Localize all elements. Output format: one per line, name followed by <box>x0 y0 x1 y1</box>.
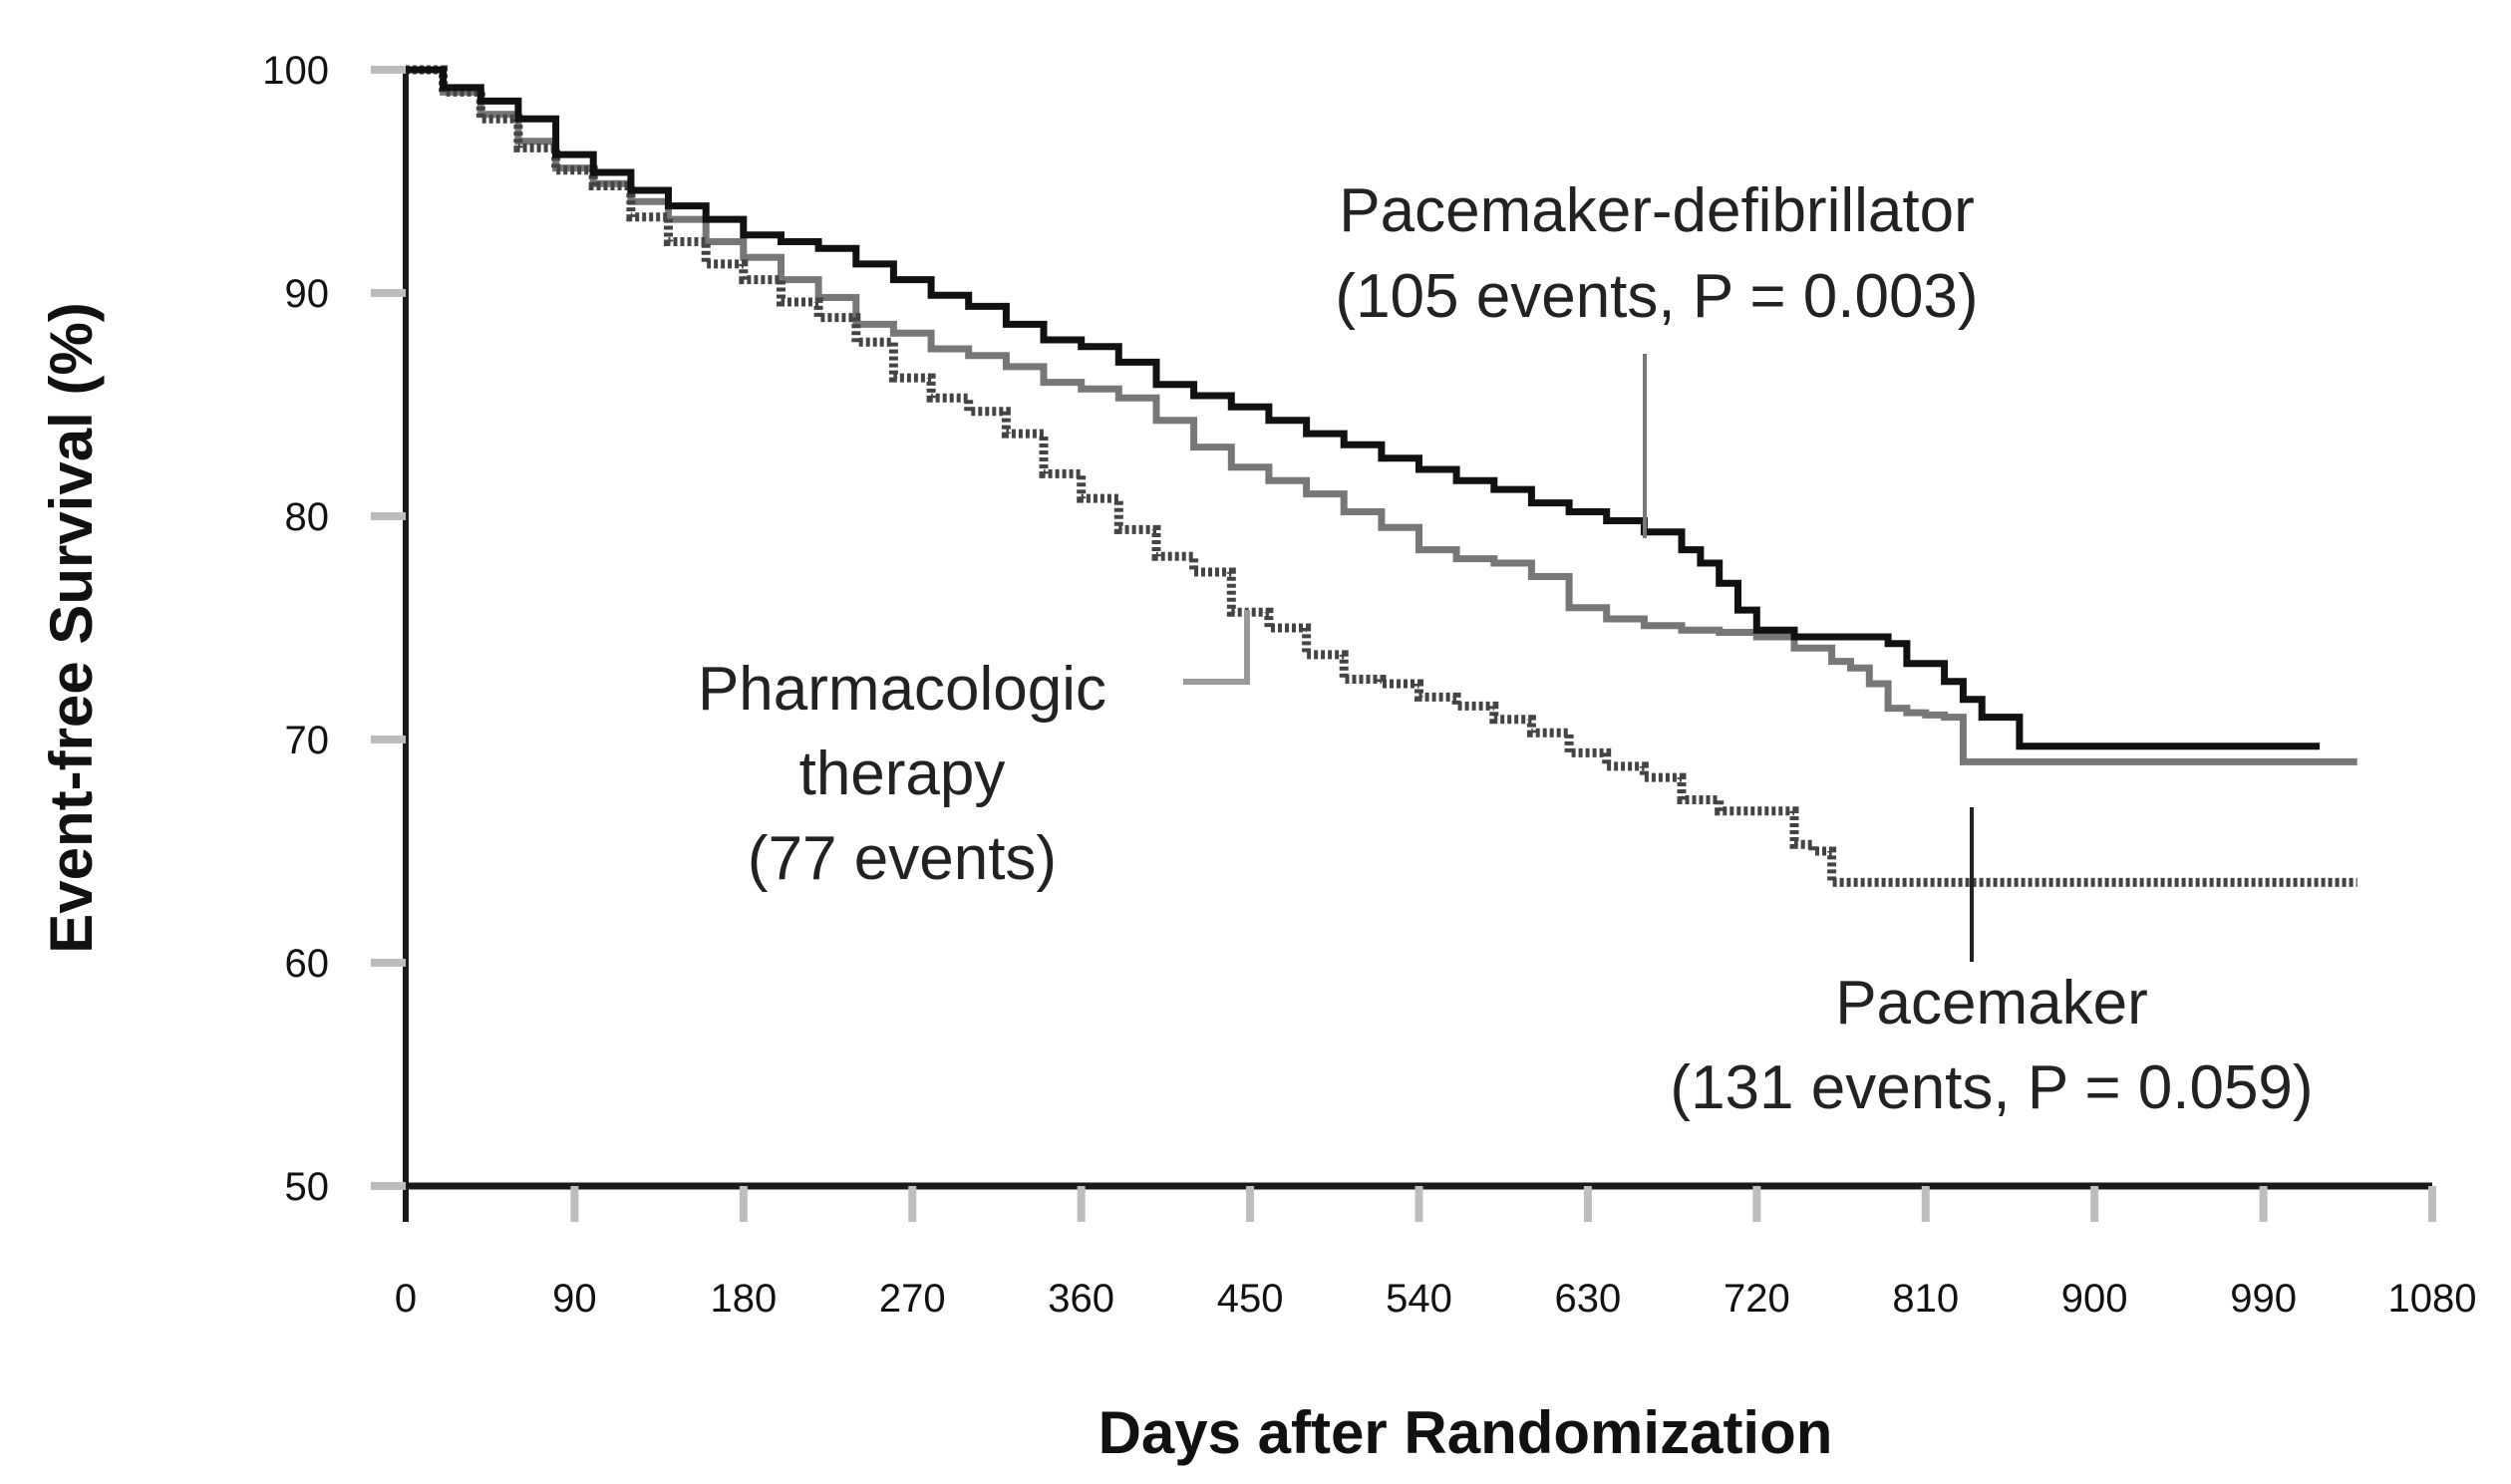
series-line-pacemaker-defibrillator <box>406 66 2321 750</box>
ph-annotation-line-1: Pharmacologic <box>698 655 1106 724</box>
x-tick-label: 630 <box>1555 1277 1622 1321</box>
x-tick-label: 180 <box>710 1277 777 1321</box>
x-tick-label: 0 <box>395 1277 417 1321</box>
y-tick-label: 90 <box>285 272 330 316</box>
y-ticks: 50 60 70 80 90 100 <box>262 49 406 1209</box>
x-tick-label: 900 <box>2061 1277 2128 1321</box>
pd-annotation-line-1: Pacemaker-defibrillator <box>1339 176 1974 245</box>
y-tick-label: 60 <box>285 942 330 986</box>
x-ticks: 0 90 180 270 360 450 540 630 720 810 900 990 1080 <box>395 1186 2477 1321</box>
x-axis-title: Days after Randomization <box>1099 1399 1833 1466</box>
x-tick-label: 360 <box>1048 1277 1114 1321</box>
ph-annotation-line-2: therapy <box>799 740 1006 808</box>
x-tick-label: 450 <box>1217 1277 1284 1321</box>
y-tick-label: 80 <box>285 495 330 539</box>
y-tick-label: 50 <box>285 1165 330 1209</box>
x-tick-label: 810 <box>1892 1277 1959 1321</box>
x-tick-label: 720 <box>1724 1277 1790 1321</box>
ph-annotation-line-3: (77 events) <box>748 824 1057 893</box>
y-axis-title: Event-free Survival (%) <box>38 302 105 954</box>
ph-leader-line <box>1183 610 1250 685</box>
x-tick-label: 990 <box>2230 1277 2297 1321</box>
pm-annotation-line-2: (131 events, P = 0.059) <box>1670 1053 2313 1122</box>
x-tick-label: 1080 <box>2388 1277 2477 1321</box>
x-tick-label: 540 <box>1386 1277 1452 1321</box>
y-tick-label: 70 <box>285 719 330 762</box>
pd-annotation-line-2: (105 events, P = 0.003) <box>1335 262 1978 331</box>
series-line-pacemaker <box>406 66 2357 765</box>
series-line-pharmacologic-therapy <box>406 65 2357 887</box>
x-tick-label: 270 <box>879 1277 946 1321</box>
x-tick-label: 90 <box>552 1277 597 1321</box>
y-tick-label: 100 <box>262 49 329 93</box>
series-layer <box>406 65 2357 887</box>
pm-annotation-line-1: Pacemaker <box>1835 969 2148 1038</box>
annotation-leaders <box>1183 354 1974 962</box>
